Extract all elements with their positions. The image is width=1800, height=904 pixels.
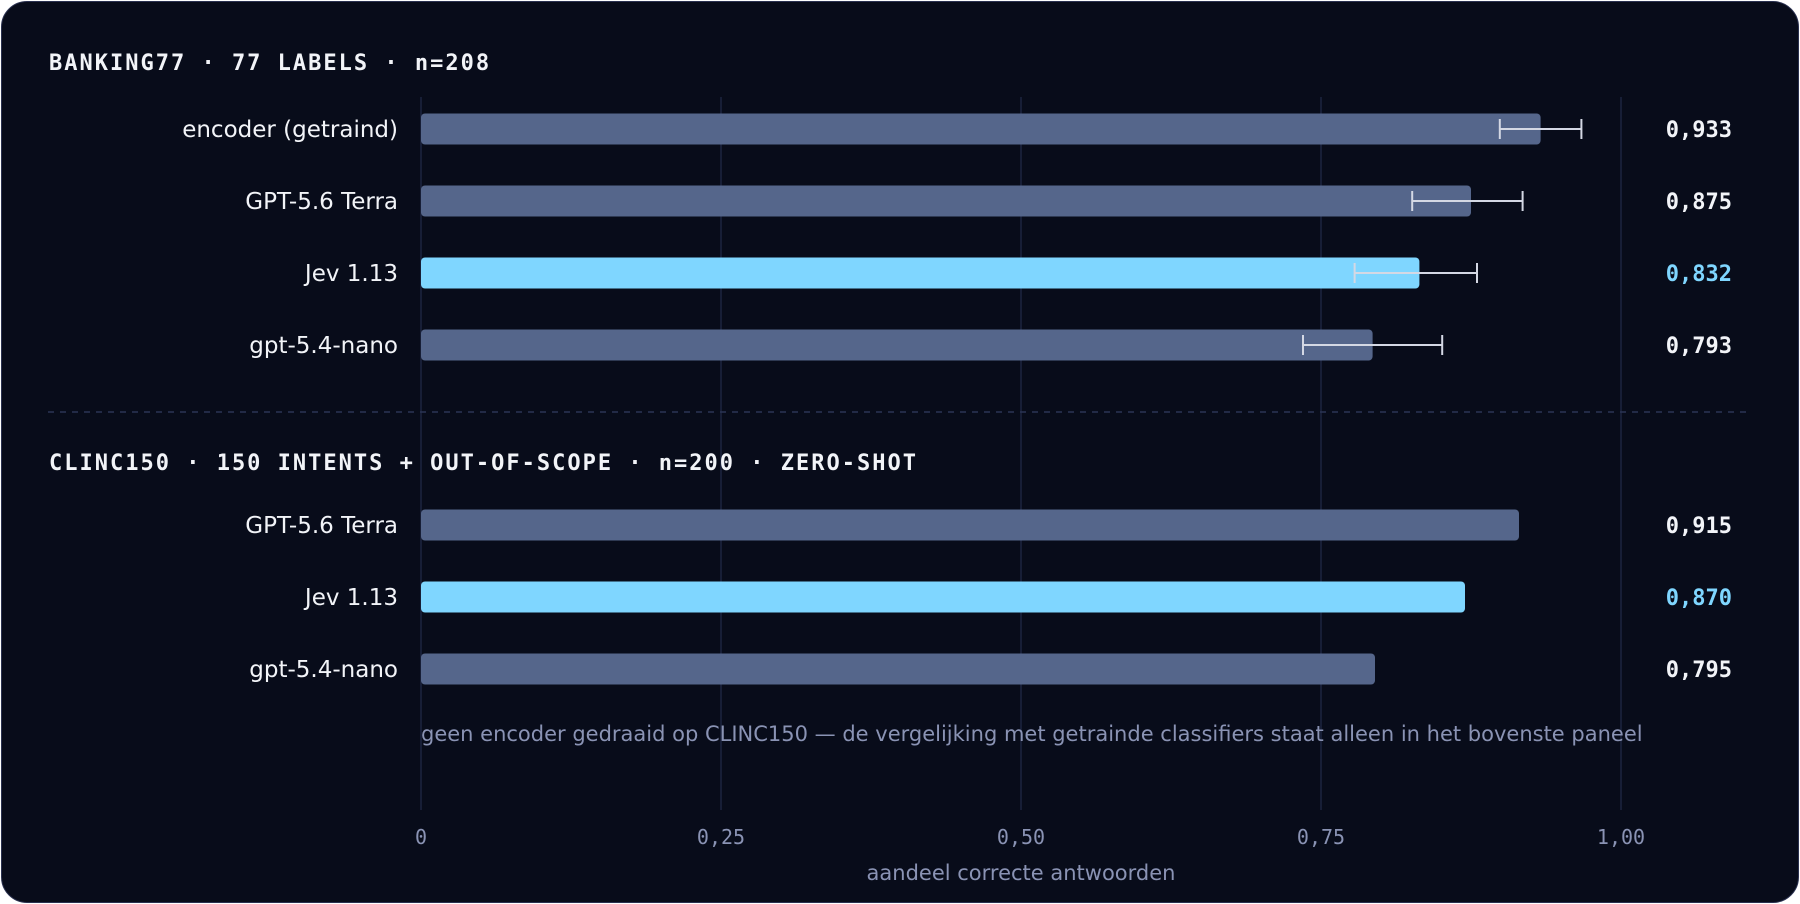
category-label: Jev 1.13 (303, 261, 398, 287)
bar (421, 509, 1519, 541)
value-label: 0,915 (1666, 514, 1732, 539)
value-label: 0,933 (1666, 118, 1732, 143)
x-tick-label: 0,25 (697, 825, 745, 849)
value-label: 0,793 (1666, 334, 1732, 359)
bar (421, 185, 1471, 217)
value-label: 0,875 (1666, 190, 1732, 215)
x-tick-label: 1,00 (1597, 825, 1645, 849)
x-tick-label: 0,75 (1297, 825, 1345, 849)
bar (421, 113, 1541, 145)
value-label: 0,870 (1666, 586, 1732, 611)
panel-note: geen encoder gedraaid op CLINC150 — de v… (421, 722, 1643, 746)
category-label: GPT-5.6 Terra (245, 189, 398, 215)
value-label: 0,832 (1666, 262, 1732, 287)
x-axis-title: aandeel correcte antwoorden (867, 861, 1176, 885)
bar-highlight (421, 257, 1420, 289)
value-label: 0,795 (1666, 658, 1732, 683)
category-label: gpt-5.4-nano (249, 333, 398, 359)
x-tick-label: 0 (415, 825, 427, 849)
panel-title-2: CLINC150 · 150 INTENTS + OUT-OF-SCOPE · … (49, 451, 918, 476)
category-label: Jev 1.13 (303, 585, 398, 611)
bar-highlight (421, 581, 1465, 613)
bar (421, 329, 1373, 361)
bar (421, 653, 1375, 685)
category-label: encoder (getraind) (182, 117, 398, 143)
x-tick-label: 0,50 (997, 825, 1045, 849)
category-label: gpt-5.4-nano (249, 657, 398, 683)
category-label: GPT-5.6 Terra (245, 513, 398, 539)
panel-title-1: BANKING77 · 77 LABELS · n=208 (49, 51, 491, 76)
